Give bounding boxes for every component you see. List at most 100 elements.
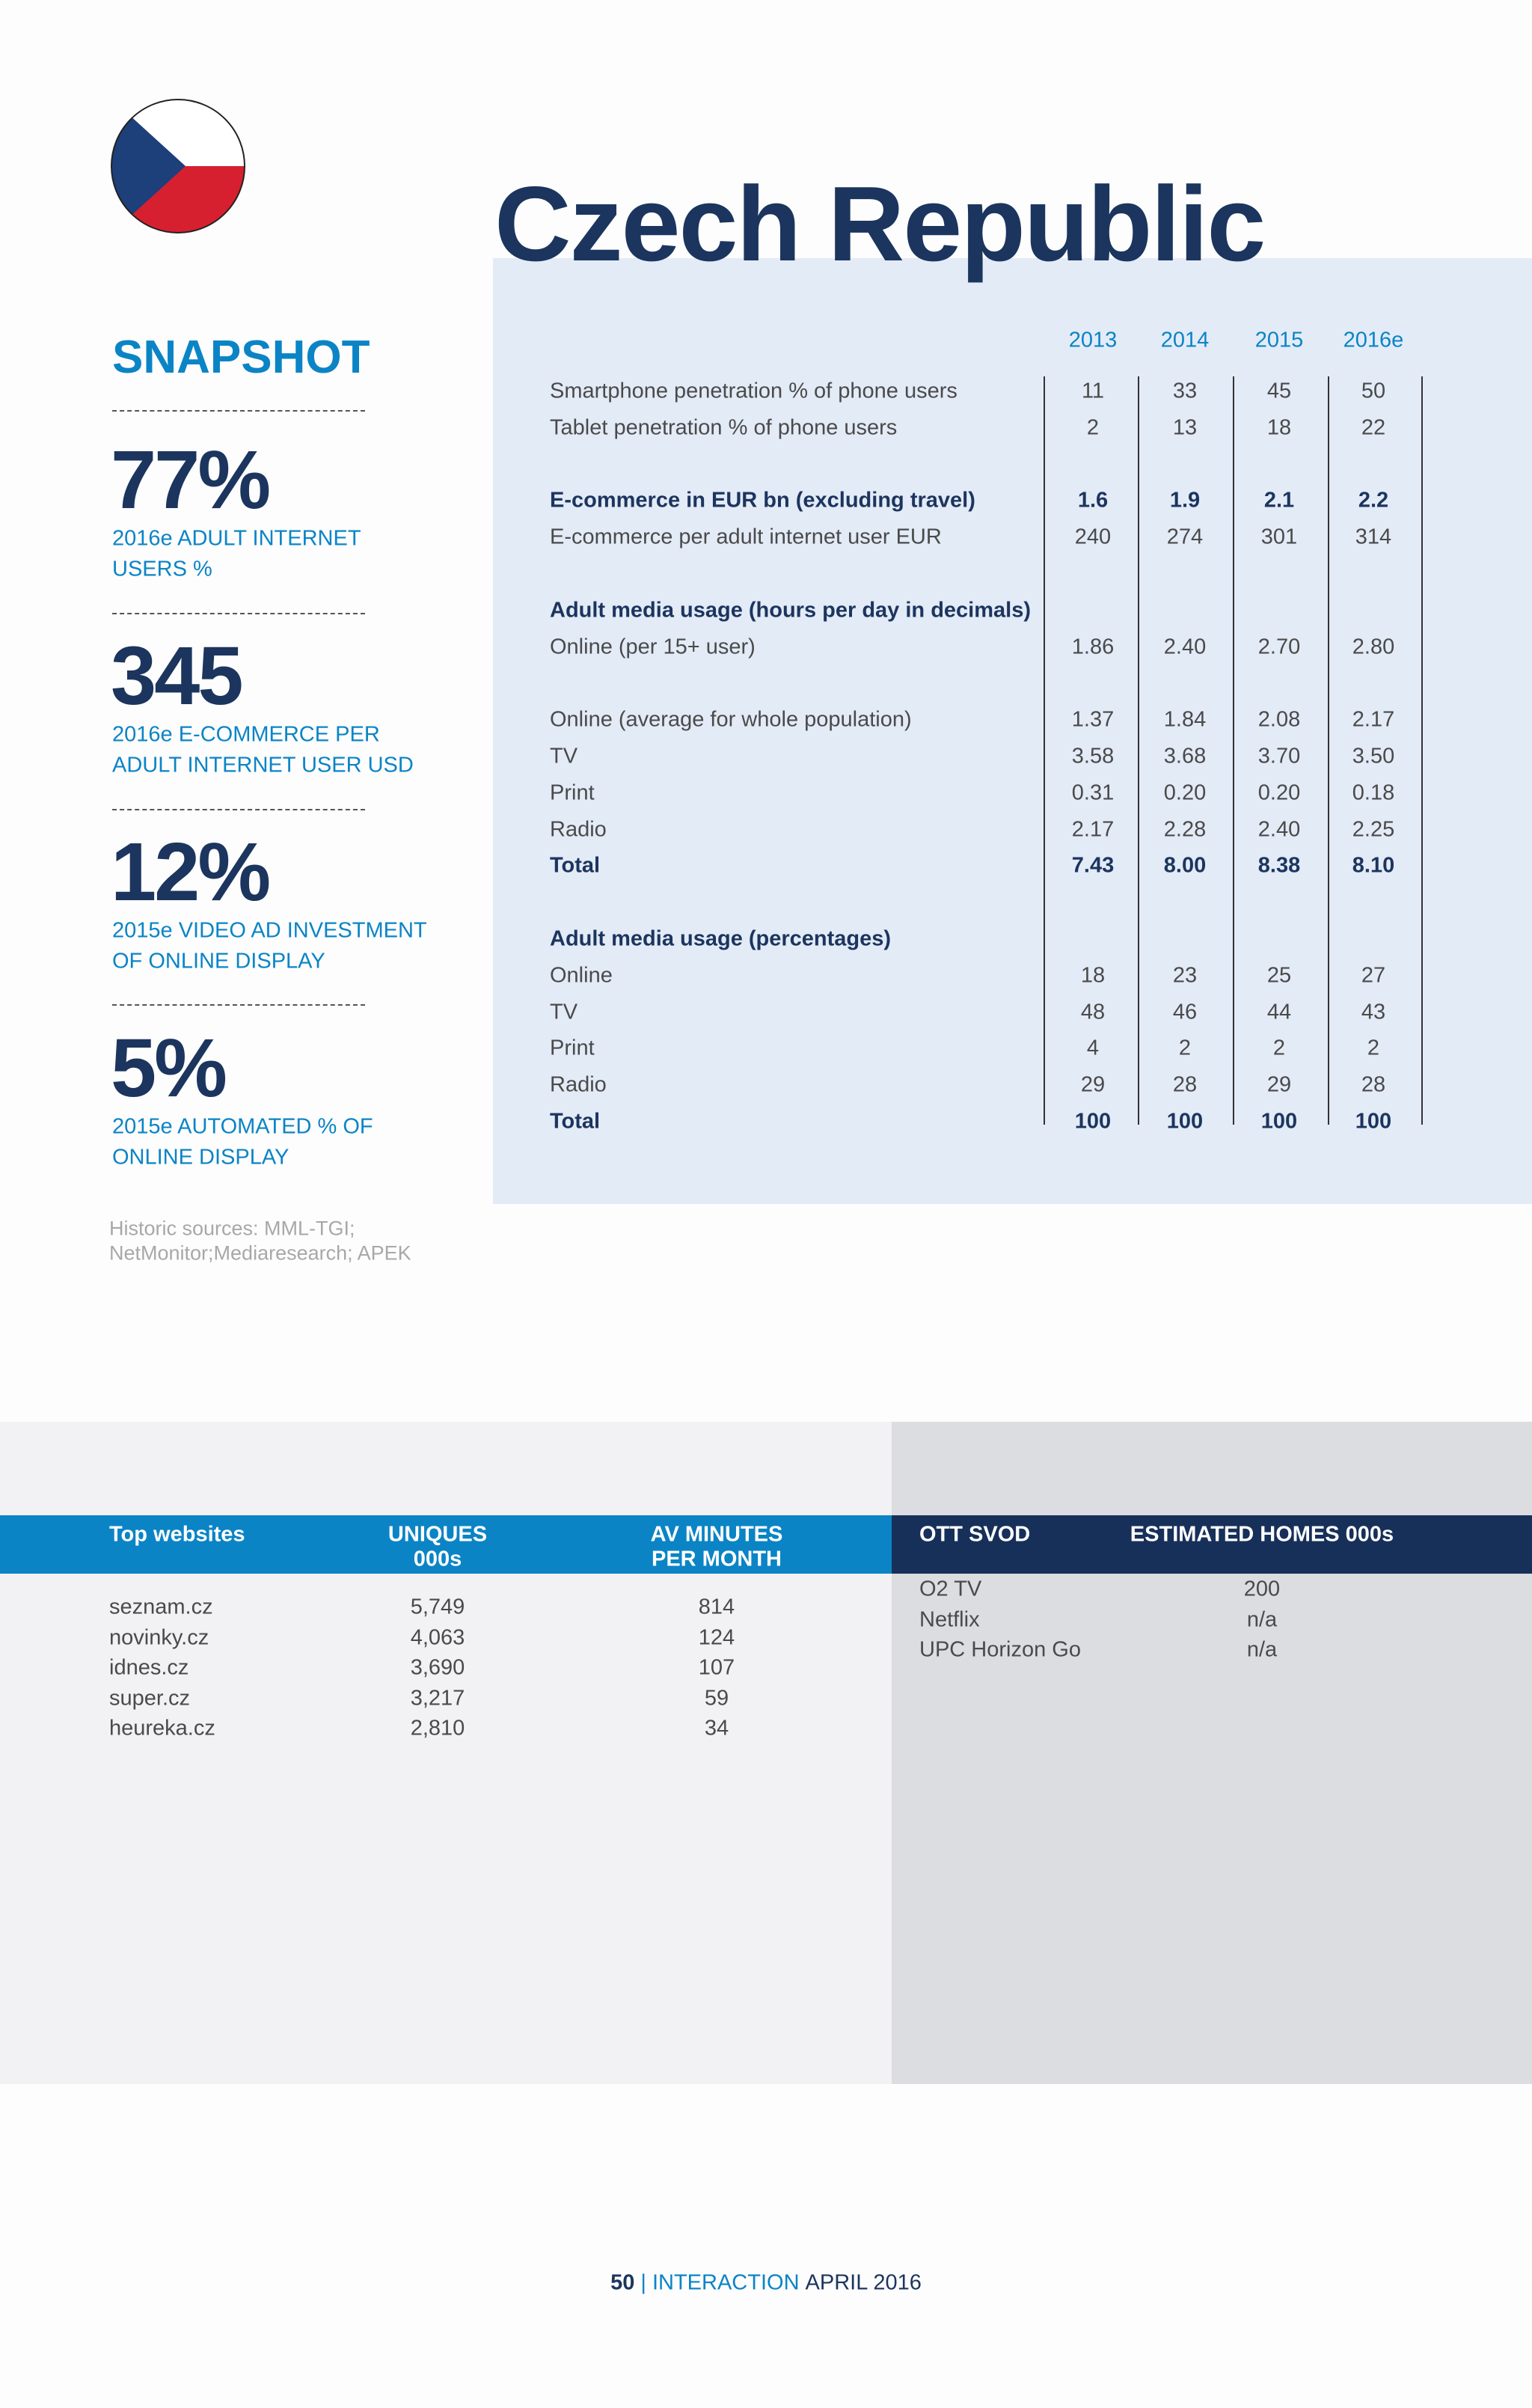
- cell: 22: [1361, 415, 1386, 440]
- header: AV MINUTES: [650, 1522, 783, 1547]
- divider: [112, 1004, 365, 1006]
- header: UNIQUES: [387, 1522, 488, 1547]
- cell: 18: [1080, 963, 1106, 988]
- cell: n/a: [1246, 1607, 1278, 1632]
- column-rule: [1138, 376, 1139, 1125]
- snapshot-label: OF ONLINE DISPLAY: [112, 949, 325, 974]
- column-rule: [1421, 376, 1423, 1125]
- cell: 4: [1086, 1036, 1100, 1060]
- cell: 314: [1355, 525, 1392, 549]
- snapshot-label: 2016e ADULT INTERNET: [112, 526, 361, 551]
- cell: 2.17: [1071, 817, 1115, 842]
- cell: 23: [1172, 963, 1198, 988]
- row-label: Online: [550, 963, 613, 988]
- cell: 100: [1074, 1109, 1112, 1134]
- cell: 43: [1361, 1000, 1386, 1024]
- row-label: Total: [550, 853, 601, 878]
- row-label: Print: [550, 780, 595, 805]
- cell: 45: [1266, 379, 1292, 403]
- footer: 50 | INTERACTION APRIL 2016: [610, 2270, 922, 2295]
- cell: 59: [704, 1686, 729, 1711]
- cell: 1.86: [1071, 635, 1115, 659]
- cell: O2 TV: [919, 1577, 982, 1601]
- footer-publication: INTERACTION: [652, 2270, 800, 2295]
- cell: 2.2: [1358, 488, 1389, 513]
- flag: [111, 99, 245, 233]
- cell: 2: [1367, 1036, 1380, 1060]
- cell: 8.38: [1257, 853, 1301, 878]
- row-label: Online (average for whole population): [550, 707, 912, 732]
- snapshot-label: 2015e VIDEO AD INVESTMENT: [112, 918, 427, 943]
- column-header: 2016e: [1343, 328, 1404, 352]
- sources: Historic sources: MML-TGI;: [109, 1217, 355, 1240]
- cell: 4,063: [410, 1625, 465, 1650]
- cell: 7.43: [1071, 853, 1115, 878]
- cell: 2: [1178, 1036, 1192, 1060]
- cell: 200: [1243, 1577, 1281, 1601]
- cell: 25: [1266, 963, 1292, 988]
- cell: 3.68: [1163, 744, 1207, 768]
- cell: 29: [1266, 1072, 1292, 1097]
- cell: 5,749: [410, 1595, 465, 1619]
- snapshot-label: ONLINE DISPLAY: [112, 1145, 289, 1170]
- cell: 50: [1361, 379, 1386, 403]
- cell: 33: [1172, 379, 1198, 403]
- cell: 240: [1074, 525, 1112, 549]
- row-label: Radio: [550, 1072, 607, 1097]
- snapshot-label: USERS %: [112, 557, 212, 581]
- header: Top websites: [109, 1522, 245, 1547]
- cell: 3.70: [1257, 744, 1301, 768]
- page-title: Czech Republic: [494, 165, 1266, 284]
- column-rule: [1328, 376, 1329, 1125]
- cell: 3.50: [1352, 744, 1395, 768]
- section-heading: Adult media usage (percentages): [550, 926, 892, 951]
- cell: 13: [1172, 415, 1198, 440]
- divider: [112, 809, 365, 810]
- snapshot-value: 77%: [111, 434, 271, 526]
- cell: heureka.cz: [109, 1716, 215, 1741]
- column-header: 2014: [1160, 328, 1210, 352]
- cell: 2,810: [410, 1716, 465, 1741]
- row-label: Online (per 15+ user): [550, 635, 756, 659]
- cell: novinky.cz: [109, 1625, 209, 1650]
- cell: 0.20: [1163, 780, 1207, 805]
- cell: 18: [1266, 415, 1292, 440]
- row-label: E-commerce per adult internet user EUR: [550, 525, 942, 549]
- row-label: Print: [550, 1036, 595, 1060]
- cell: 3,690: [410, 1655, 465, 1680]
- footer-separator: |: [640, 2270, 646, 2295]
- cell: 100: [1166, 1109, 1204, 1134]
- snapshot-value: 12%: [111, 826, 271, 918]
- cell: 100: [1355, 1109, 1392, 1134]
- divider: [112, 613, 365, 614]
- cell: 8.10: [1352, 853, 1395, 878]
- cell: 1.9: [1169, 488, 1201, 513]
- row-label: Smartphone penetration % of phone users: [550, 379, 958, 403]
- cell: 1.6: [1077, 488, 1109, 513]
- cell: 1.84: [1163, 707, 1207, 732]
- cell: super.cz: [109, 1686, 190, 1711]
- cell: 814: [698, 1595, 735, 1619]
- column-rule: [1044, 376, 1045, 1125]
- cell: 1.37: [1071, 707, 1115, 732]
- row-label: E-commerce in EUR bn (excluding travel): [550, 488, 975, 513]
- table-panel: [493, 258, 1532, 1204]
- cell: seznam.cz: [109, 1595, 213, 1619]
- cell: 2: [1086, 415, 1100, 440]
- snapshot-label: ADULT INTERNET USER USD: [112, 753, 414, 777]
- cell: 46: [1172, 1000, 1198, 1024]
- cell: Netflix: [919, 1607, 980, 1632]
- cell: 44: [1266, 1000, 1292, 1024]
- cell: 0.20: [1257, 780, 1301, 805]
- snapshot-label: 2016e E-COMMERCE PER: [112, 722, 380, 747]
- cell: 3.58: [1071, 744, 1115, 768]
- cell: 124: [698, 1625, 735, 1650]
- cell: 0.18: [1352, 780, 1395, 805]
- cell: 28: [1172, 1072, 1198, 1097]
- footer-date: APRIL 2016: [805, 2270, 922, 2295]
- sources: NetMonitor;Mediaresearch; APEK: [109, 1241, 411, 1265]
- column-header: 2013: [1068, 328, 1118, 352]
- footer-page: 50: [610, 2270, 635, 2295]
- cell: 2.40: [1163, 635, 1207, 659]
- row-label: TV: [550, 1000, 578, 1024]
